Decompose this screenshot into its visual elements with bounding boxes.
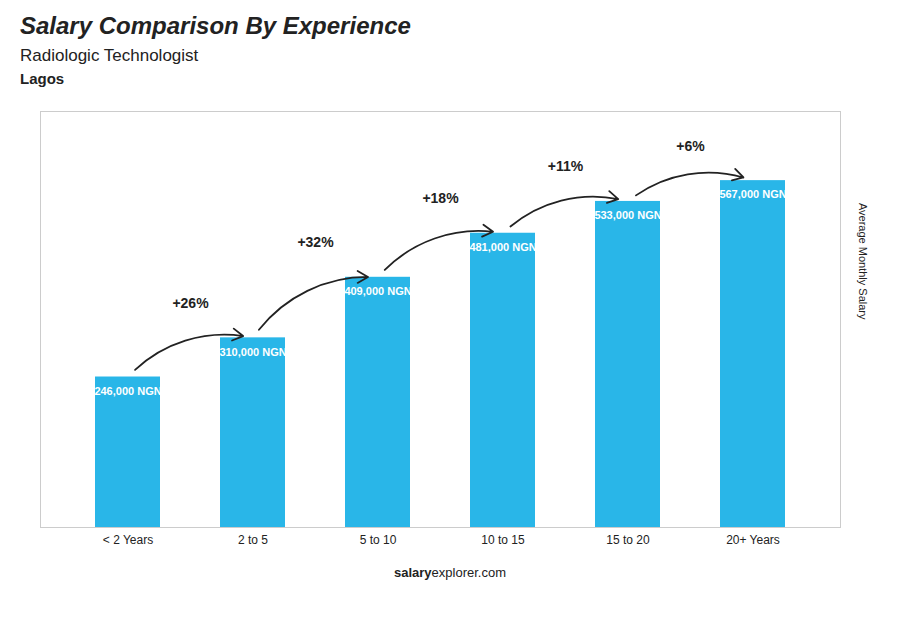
svg-text:10 to 15: 10 to 15 xyxy=(481,533,525,547)
svg-text:533,000 NGN: 533,000 NGN xyxy=(594,209,661,221)
svg-text:409,000 NGN: 409,000 NGN xyxy=(344,285,411,297)
html-text:Radiologic Technologist: Radiologic Technologist xyxy=(20,46,199,65)
svg-text:+32%: +32% xyxy=(297,234,334,250)
svg-text:2 to 5: 2 to 5 xyxy=(238,533,268,547)
svg-text:15 to 20: 15 to 20 xyxy=(606,533,650,547)
svg-text:310,000 NGN: 310,000 NGN xyxy=(219,346,286,358)
html-text:salary explorer.com: salary explorer.com xyxy=(394,565,506,580)
html-text:Salary Comparison By Experienc: Salary Comparison By Experience xyxy=(20,12,411,39)
svg-text:< 2 Years: < 2 Years xyxy=(103,533,153,547)
svg-text:246,000 NGN: 246,000 NGN xyxy=(94,385,161,397)
svg-text:20+ Years: 20+ Years xyxy=(726,533,780,547)
svg-text:+6%: +6% xyxy=(676,138,705,154)
svg-text:481,000 NGN: 481,000 NGN xyxy=(469,241,536,253)
svg-text:Average Monthly Salary: Average Monthly Salary xyxy=(857,203,869,320)
svg-text:+18%: +18% xyxy=(422,190,459,206)
html-text:Lagos: Lagos xyxy=(20,70,65,87)
svg-text:5 to 10: 5 to 10 xyxy=(360,533,397,547)
svg-text:567,000 NGN: 567,000 NGN xyxy=(719,188,786,200)
svg-text:+11%: +11% xyxy=(548,158,584,174)
svg-text:+26%: +26% xyxy=(172,295,209,311)
